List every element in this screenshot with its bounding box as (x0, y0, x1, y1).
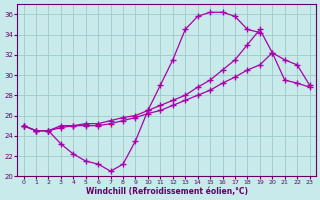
X-axis label: Windchill (Refroidissement éolien,°C): Windchill (Refroidissement éolien,°C) (85, 187, 248, 196)
